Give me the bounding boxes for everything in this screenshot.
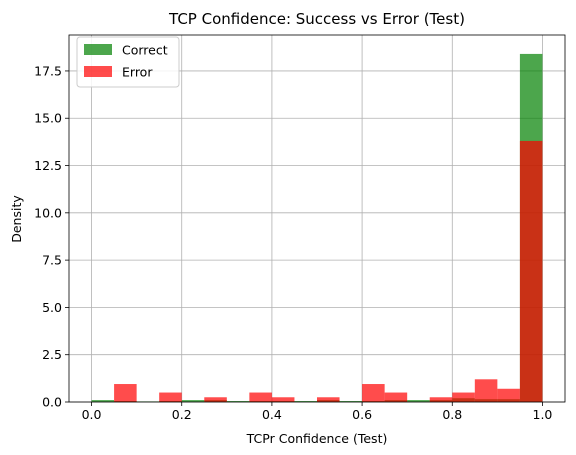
legend: Correct Error [76, 36, 180, 88]
bar-correct [407, 400, 430, 402]
y-axis-label: Density [9, 195, 24, 243]
y-tick-label: 0.0 [42, 395, 62, 410]
legend-swatch-correct [84, 44, 112, 55]
y-tick-label: 12.5 [34, 158, 62, 173]
y-tick-label: 17.5 [34, 63, 62, 78]
bar-error [271, 397, 295, 402]
y-tick-label: 15.0 [34, 111, 62, 126]
legend-label-correct: Correct [122, 43, 168, 58]
legend-swatch-error [84, 66, 112, 77]
x-axis-ticks: 0.0 0.2 0.4 0.6 0.8 1.0 [82, 402, 553, 422]
bar-error [204, 397, 227, 402]
series-error [114, 140, 543, 402]
y-tick-label: 2.5 [42, 347, 62, 362]
x-tick-label: 0.6 [352, 407, 372, 422]
bar-error [114, 384, 137, 402]
bar-correct [226, 401, 250, 402]
bar-error [429, 397, 453, 402]
y-tick-label: 7.5 [42, 253, 62, 268]
histogram-bars [91, 53, 543, 402]
bar-error [384, 392, 408, 402]
y-tick-label: 5.0 [42, 300, 62, 315]
bar-error [519, 140, 543, 402]
bar-error [474, 379, 498, 402]
bar-correct [339, 401, 363, 402]
chart-title: TCP Confidence: Success vs Error (Test) [168, 10, 465, 28]
legend-label-error: Error [122, 65, 153, 80]
x-tick-label: 0.0 [82, 407, 102, 422]
bar-error [317, 397, 340, 402]
x-axis-label: TCPr Confidence (Test) [246, 431, 388, 446]
bar-error [249, 392, 272, 402]
bar-error [497, 388, 520, 402]
x-tick-label: 0.4 [262, 407, 282, 422]
grid-lines [69, 35, 565, 403]
bar-correct [181, 400, 205, 402]
y-axis-ticks: 0.0 2.5 5.0 7.5 10.0 12.5 15.0 17.5 [34, 63, 69, 410]
x-tick-label: 1.0 [533, 407, 553, 422]
bar-error [159, 392, 182, 402]
x-tick-label: 0.2 [172, 407, 192, 422]
bar-correct [294, 401, 317, 402]
bar-error [452, 392, 475, 402]
y-tick-label: 10.0 [34, 205, 62, 220]
x-tick-label: 0.8 [442, 407, 462, 422]
bar-error [362, 384, 385, 402]
series-correct [91, 53, 543, 402]
plot-area-frame [68, 34, 566, 403]
bar-correct [91, 400, 115, 402]
